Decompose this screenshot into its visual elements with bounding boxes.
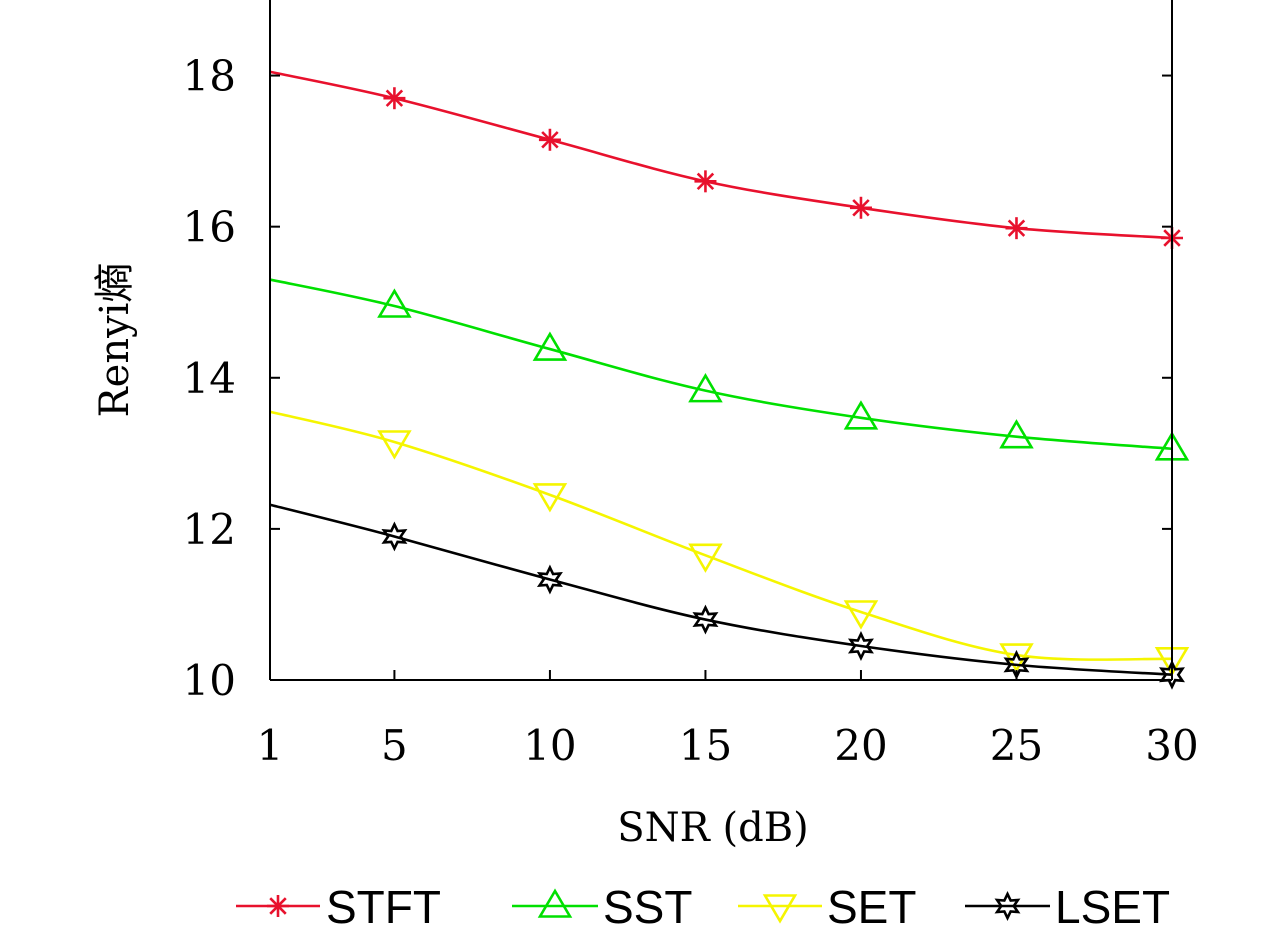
data-point-stft	[694, 170, 717, 193]
x-tick-label: 20	[834, 721, 887, 770]
data-point-stft	[1005, 217, 1028, 240]
x-tick-label: 25	[990, 721, 1043, 770]
legend: STFT SST SET LSET	[236, 881, 1170, 933]
data-point-stft	[849, 196, 872, 219]
data-point-sst	[377, 288, 412, 318]
y-tick-label: 12	[183, 505, 236, 554]
data-point-lset	[381, 521, 408, 552]
data-point-sst	[843, 400, 879, 430]
data-point-sst	[532, 331, 568, 361]
data-point-stft	[538, 128, 561, 151]
data-point-sst	[688, 373, 723, 403]
plot-area	[270, 0, 1180, 680]
x-tick-label: 10	[523, 721, 576, 770]
legend-label-stft: STFT	[326, 881, 441, 933]
data-point-lset	[847, 631, 874, 661]
legend-item-stft: STFT	[236, 881, 441, 933]
data-point-lset	[1159, 659, 1185, 690]
data-point-set	[843, 600, 879, 630]
x-axis-title: SNR (dB)	[617, 805, 808, 851]
y-axis-title: Renyi熵	[92, 263, 138, 418]
data-point-sst	[999, 419, 1034, 449]
legend-item-sst: SST	[512, 881, 692, 933]
x-tick-label: 15	[679, 721, 732, 770]
legend-marker-lset	[994, 891, 1021, 921]
data-point-set	[999, 643, 1034, 673]
legend-marker-set	[762, 894, 798, 924]
legend-marker-stft	[267, 895, 289, 917]
x-tick-label: 1	[257, 721, 284, 770]
legend-label-sst: SST	[603, 881, 692, 933]
data-point-lset	[536, 564, 563, 595]
y-tick-label: 16	[183, 203, 236, 252]
x-tick-label: 5	[381, 721, 408, 770]
x-tick-label: 30	[1145, 721, 1198, 770]
series-line-lset	[269, 503, 1173, 677]
legend-marker-sst	[537, 888, 573, 918]
series-layer	[269, 70, 1190, 690]
data-point-lset	[692, 604, 719, 635]
legend-item-set: SET	[738, 881, 916, 933]
y-tick-label: 18	[183, 52, 236, 101]
data-point-set	[532, 483, 568, 513]
data-point-stft	[383, 87, 406, 110]
series-line-sst	[269, 278, 1173, 451]
legend-label-lset: LSET	[1055, 881, 1170, 933]
data-point-set	[688, 543, 723, 573]
series-sst	[269, 278, 1190, 461]
legend-label-set: SET	[827, 881, 916, 933]
y-tick-label: 14	[183, 354, 236, 403]
series-stft	[269, 70, 1183, 249]
y-tick-label: 10	[183, 656, 236, 705]
legend-item-lset: LSET	[965, 881, 1170, 933]
data-point-set	[377, 430, 412, 460]
